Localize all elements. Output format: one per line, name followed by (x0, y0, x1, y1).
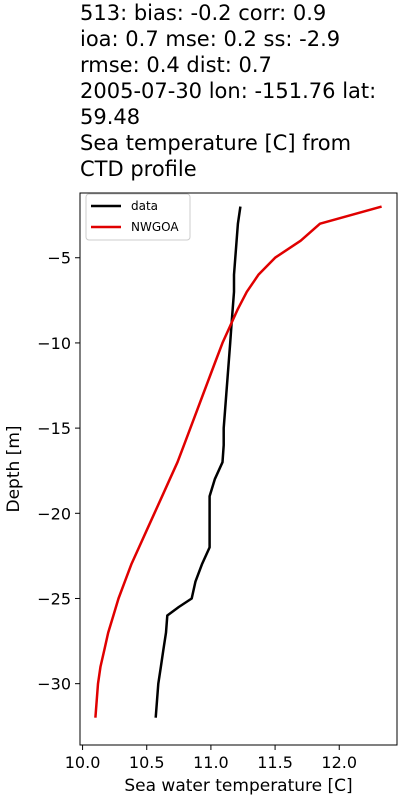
chart-title: 513: bias: -0.2 corr: 0.9 ioa: 0.7 mse: … (80, 0, 398, 182)
plot-frame (79, 192, 398, 746)
y-axis-label: Depth [m] (4, 425, 24, 512)
x-tick-label: 11.5 (257, 753, 293, 772)
legend: data NWGOA (85, 193, 191, 241)
series-line-nwgoa (94, 205, 382, 718)
y-axis: −5 −10 −15 −20 −25 −30 (37, 249, 80, 694)
x-tick-label: 11.0 (193, 753, 229, 772)
x-axis: 10.0 10.5 11.0 11.5 12.0 (65, 745, 357, 772)
title-line: rmse: 0.4 dist: 0.7 (80, 53, 272, 77)
legend-label-nwgoa: NWGOA (131, 220, 179, 234)
y-tick-label: −25 (37, 589, 71, 608)
title-line: CTD profile (80, 157, 197, 181)
x-tick-label: 10.0 (65, 753, 101, 772)
series-layer (94, 205, 382, 718)
title-line: 2005-07-30 lon: -151.76 lat: (80, 79, 377, 103)
series-line-data (154, 206, 242, 718)
x-tick-label: 12.0 (321, 753, 357, 772)
legend-label-data: data (131, 199, 158, 213)
y-tick-label: −15 (37, 419, 71, 438)
y-tick-label: −10 (37, 334, 71, 353)
x-axis-label: Sea water temperature [C] (124, 776, 352, 796)
title-line: 59.48 (80, 105, 141, 129)
title-line: Sea temperature [C] from (80, 131, 352, 155)
y-tick-label: −20 (37, 504, 71, 523)
y-tick-label: −30 (37, 675, 71, 694)
x-tick-label: 10.5 (129, 753, 165, 772)
y-tick-label: −5 (47, 249, 71, 268)
title-line: 513: bias: -0.2 corr: 0.9 (80, 1, 327, 25)
title-line: ioa: 0.7 mse: 0.2 ss: -2.9 (80, 27, 341, 51)
